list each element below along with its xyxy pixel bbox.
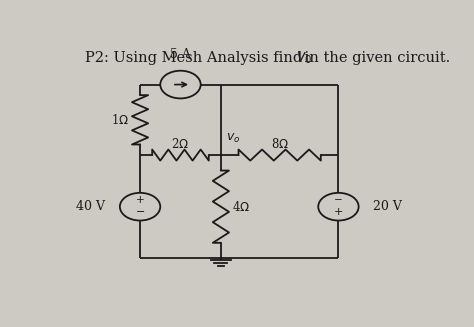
Text: 8$\Omega$: 8$\Omega$ [271, 137, 289, 151]
Text: −: − [136, 207, 145, 217]
Text: 1$\Omega$: 1$\Omega$ [111, 113, 129, 127]
Text: $v_0$: $v_0$ [296, 51, 312, 66]
Text: 20 V: 20 V [374, 200, 402, 213]
Text: $v_o$: $v_o$ [227, 132, 241, 145]
Text: −: − [334, 195, 343, 205]
Text: +: + [136, 195, 145, 205]
Text: +: + [334, 207, 343, 217]
Text: P2: Using Mesh Analysis find: P2: Using Mesh Analysis find [85, 51, 307, 64]
Text: 40 V: 40 V [76, 200, 105, 213]
Text: 5 A: 5 A [170, 48, 191, 60]
Text: 4$\Omega$: 4$\Omega$ [232, 200, 250, 214]
Text: in the given circuit.: in the given circuit. [300, 51, 450, 64]
Text: 2$\Omega$: 2$\Omega$ [172, 137, 190, 151]
